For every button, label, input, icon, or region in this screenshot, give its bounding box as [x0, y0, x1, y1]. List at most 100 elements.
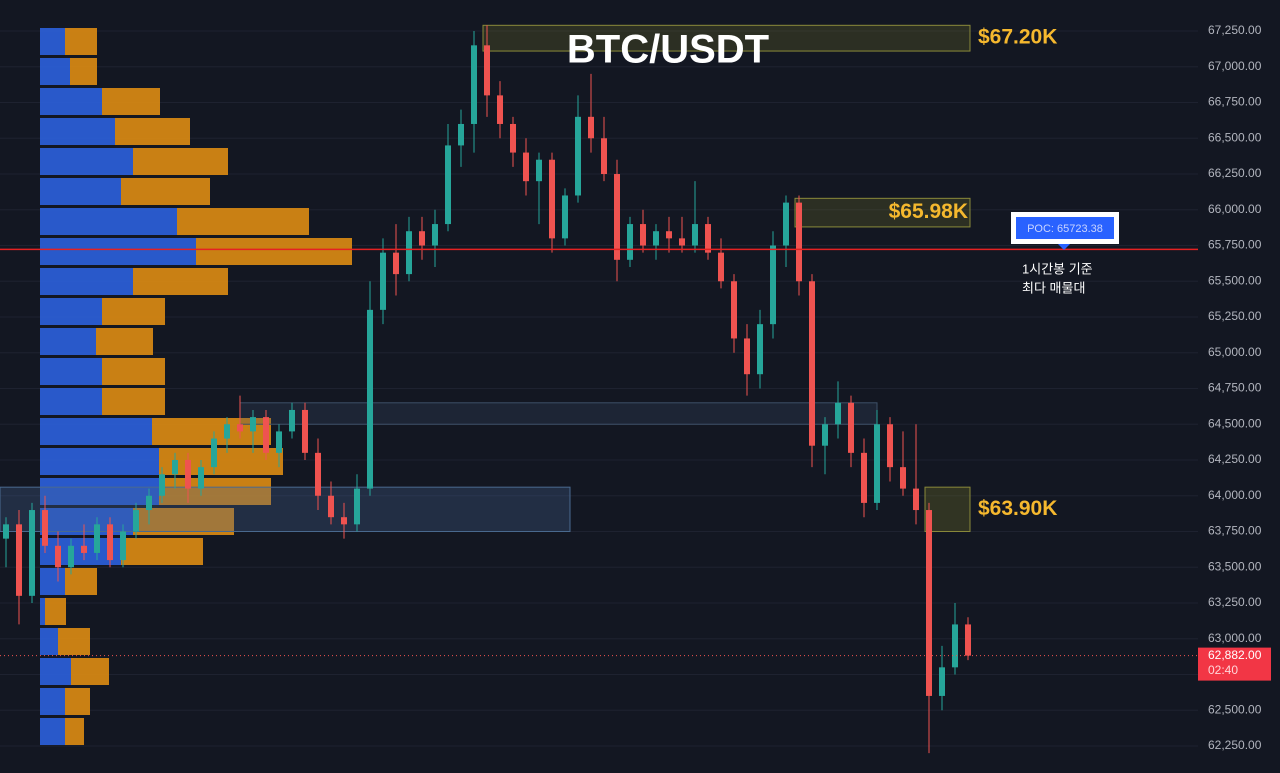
- candle-body: [497, 95, 503, 124]
- candle-body: [94, 524, 100, 553]
- profile-buy: [40, 238, 196, 265]
- zone-label: $67.20K: [978, 26, 1057, 49]
- candle-body: [211, 438, 217, 468]
- candle-body: [172, 459, 178, 475]
- candle-body: [913, 488, 919, 511]
- candle-body: [861, 452, 867, 503]
- candle-body: [588, 116, 594, 139]
- profile-buy: [40, 388, 102, 415]
- profile-buy: [40, 358, 102, 385]
- candle-body: [835, 402, 841, 425]
- candle-body: [276, 431, 282, 453]
- chart-title: BTC/USDT: [567, 28, 769, 72]
- profile-sell: [196, 238, 352, 265]
- candle-body: [393, 252, 399, 275]
- zone-label: $65.98K: [889, 200, 968, 223]
- profile-buy: [40, 88, 102, 115]
- zone: [482, 24, 971, 52]
- profile-buy: [40, 448, 159, 475]
- candle-body: [562, 195, 568, 239]
- y-tick-label: 67,250.00: [1208, 23, 1262, 37]
- profile-sell: [65, 718, 84, 745]
- poc-pointer: [1058, 244, 1070, 250]
- profile-sell: [133, 268, 228, 295]
- candle-body: [354, 488, 360, 525]
- profile-sell: [58, 628, 90, 655]
- y-tick-label: 63,000.00: [1208, 631, 1262, 645]
- candle-body: [250, 417, 256, 432]
- profile-buy: [40, 118, 115, 145]
- y-tick-label: 64,750.00: [1208, 381, 1262, 395]
- profile-buy: [40, 688, 65, 715]
- profile-sell: [96, 328, 153, 355]
- profile-sell: [45, 598, 66, 625]
- candle-body: [822, 424, 828, 446]
- profile-buy: [40, 28, 65, 55]
- candle-body: [770, 245, 776, 325]
- zone-label: $63.90K: [978, 497, 1057, 520]
- profile-sell: [65, 688, 90, 715]
- y-tick-label: 65,000.00: [1208, 345, 1262, 359]
- countdown-label: 02:40: [1208, 663, 1238, 677]
- candle-body: [965, 624, 971, 656]
- candle-body: [536, 159, 542, 182]
- candle-body: [315, 452, 321, 496]
- candle-body: [341, 517, 347, 525]
- profile-sell: [65, 28, 97, 55]
- candle-body: [445, 145, 451, 225]
- profile-sell: [102, 88, 160, 115]
- candle-body: [81, 545, 87, 553]
- candle-body: [406, 231, 412, 275]
- candle-body: [926, 510, 932, 696]
- profile-buy: [40, 328, 96, 355]
- candle-body: [523, 152, 529, 182]
- poc-label: POC: 65723.38: [1027, 223, 1103, 235]
- candle-body: [68, 545, 74, 568]
- zone: [924, 486, 971, 532]
- candle-body: [159, 474, 165, 496]
- y-tick-label: 66,250.00: [1208, 166, 1262, 180]
- candle-body: [939, 667, 945, 696]
- profile-buy: [40, 298, 102, 325]
- candle-body: [744, 338, 750, 375]
- profile-buy: [40, 268, 133, 295]
- zone: [794, 197, 971, 228]
- candle-body: [419, 231, 425, 246]
- y-tick-label: 64,250.00: [1208, 452, 1262, 466]
- candle-body: [29, 510, 35, 596]
- candle-body: [16, 524, 22, 596]
- profile-buy: [40, 508, 133, 535]
- zone: [0, 486, 571, 532]
- profile-buy: [40, 478, 159, 505]
- candle-body: [120, 531, 126, 561]
- candle-body: [237, 424, 243, 432]
- candle-body: [731, 281, 737, 339]
- y-tick-label: 66,750.00: [1208, 95, 1262, 109]
- candle-body: [952, 624, 958, 668]
- profile-sell: [133, 148, 228, 175]
- y-tick-label: 63,250.00: [1208, 595, 1262, 609]
- candle-body: [198, 467, 204, 489]
- candle-body: [601, 138, 607, 175]
- candle-body: [146, 495, 152, 511]
- y-tick-label: 62,250.00: [1208, 738, 1262, 752]
- poc-note: 1시간봉 기준: [1022, 261, 1093, 276]
- candle-body: [380, 252, 386, 310]
- candle-body: [575, 116, 581, 196]
- zone: [239, 402, 878, 425]
- candle-body: [328, 495, 334, 518]
- profile-sell: [159, 478, 271, 505]
- y-tick-label: 63,500.00: [1208, 559, 1262, 573]
- candle-body: [783, 202, 789, 246]
- y-tick-label: 65,750.00: [1208, 238, 1262, 252]
- profile-buy: [40, 658, 71, 685]
- candle-body: [133, 510, 139, 532]
- profile-sell: [177, 208, 309, 235]
- candle-body: [484, 45, 490, 96]
- profile-sell: [133, 508, 234, 535]
- candle-body: [55, 545, 61, 568]
- y-tick-label: 66,000.00: [1208, 202, 1262, 216]
- profile-sell: [70, 58, 97, 85]
- candle-body: [510, 123, 516, 153]
